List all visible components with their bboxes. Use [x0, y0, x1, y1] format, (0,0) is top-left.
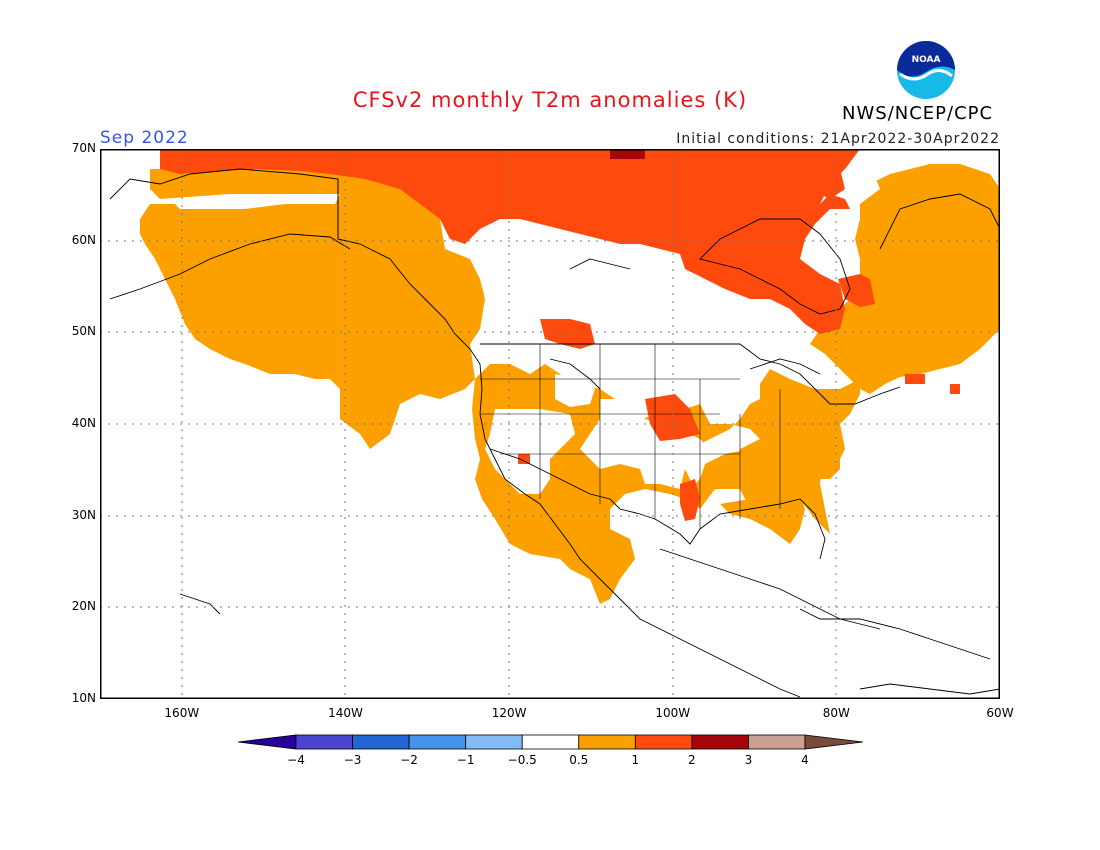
- map-title: CFSv2 monthly T2m anomalies (K): [0, 88, 1100, 112]
- lon-tick-label: 160W: [164, 706, 200, 720]
- lat-tick-label: 40N: [71, 416, 96, 430]
- map-frame: [100, 149, 1000, 699]
- colorbar-swatch: [748, 734, 806, 750]
- valid-month-label: Sep 2022: [100, 128, 189, 148]
- colorbar-swatch: [465, 734, 523, 750]
- colorbar-swatch: [352, 734, 410, 750]
- lon-tick-label: 60W: [986, 706, 1014, 720]
- colorbar-swatch: [295, 734, 353, 750]
- colorbar: [238, 734, 863, 750]
- lon-tick-label: 100W: [655, 706, 691, 720]
- colorbar-tick-label: 2: [688, 753, 696, 767]
- lon-tick-label: 80W: [822, 706, 850, 720]
- colorbar-tick-label: −3: [343, 753, 362, 767]
- colorbar-tick-label: 1: [631, 753, 640, 767]
- organization-label: NWS/NCEP/CPC: [842, 103, 994, 124]
- lat-tick-label: 60N: [71, 232, 96, 247]
- colorbar-tick-label: 4: [801, 753, 809, 767]
- colorbar-swatch: [238, 734, 297, 750]
- colorbar-swatch: [408, 734, 467, 750]
- anomaly-map: [100, 149, 1000, 699]
- logo-text: NOAA: [912, 55, 941, 65]
- anomaly-2-3-region: [610, 149, 645, 159]
- colorbar-tick-label: 3: [744, 753, 753, 767]
- colorbar-tick-label: −1: [456, 753, 475, 767]
- colorbar-tick-label: −2: [400, 753, 418, 767]
- lat-tick-label: 50N: [71, 324, 96, 339]
- lat-tick-label: 30N: [71, 507, 96, 522]
- colorbar-tick-label: −0.5: [507, 753, 537, 767]
- colorbar-swatch: [521, 734, 580, 750]
- map-title-text: CFSv2 monthly T2m anomalies (K): [352, 88, 748, 112]
- colorbar-swatch: [634, 734, 693, 750]
- colorbar-swatch: [578, 734, 636, 750]
- lon-tick-label: 120W: [491, 706, 527, 720]
- initial-conditions-label: Initial conditions: 21Apr2022-30Apr2022: [676, 131, 1000, 147]
- state-borders: [480, 344, 781, 529]
- anomaly-1-2-region: [160, 149, 960, 521]
- colorbar-swatch: [691, 734, 749, 750]
- graticule: [100, 149, 1000, 699]
- lat-tick-label: 10N: [71, 691, 96, 705]
- colorbar-tick-label: −4: [287, 753, 305, 767]
- lat-tick-label: 20N: [71, 599, 96, 614]
- lon-tick-label: 140W: [328, 706, 363, 720]
- colorbar-swatch: [804, 734, 863, 750]
- coastlines-and-borders: [109, 168, 1000, 698]
- lat-tick-label: 70N: [71, 141, 96, 155]
- noaa-logo: NOAA: [897, 41, 955, 99]
- colorbar-tick-label: 0.5: [569, 753, 589, 767]
